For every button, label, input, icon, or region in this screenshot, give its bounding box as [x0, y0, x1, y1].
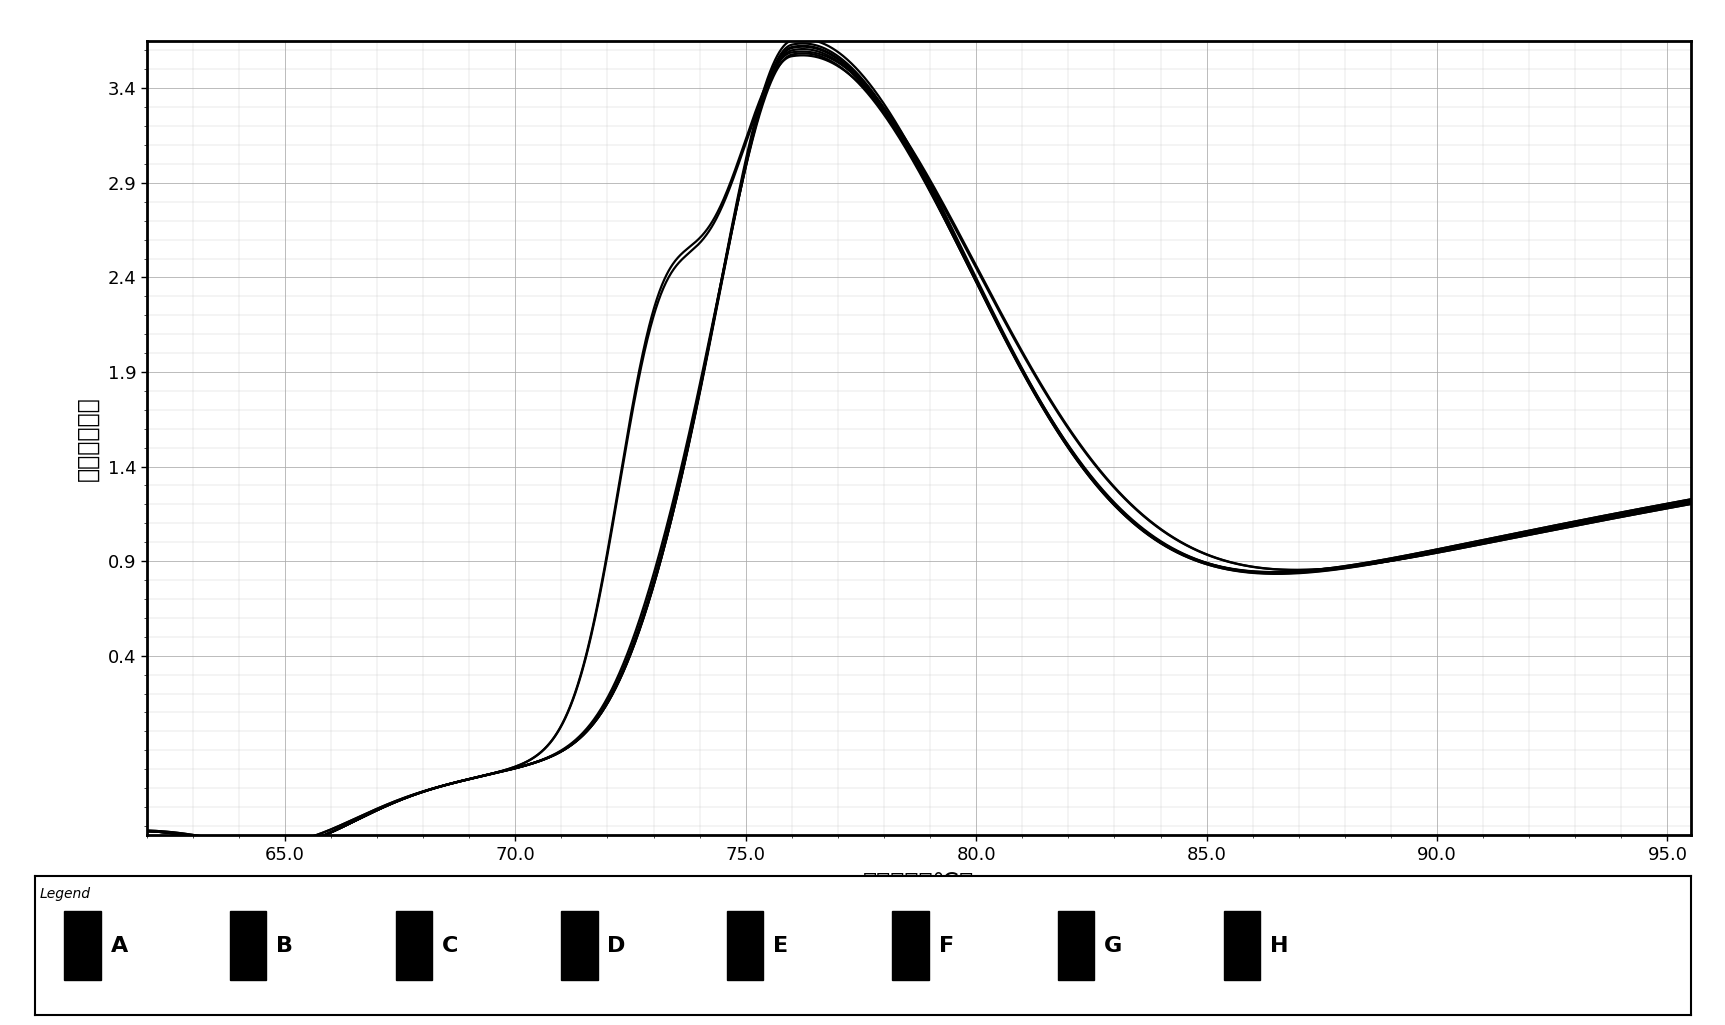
- Bar: [726, 911, 762, 980]
- Text: C: C: [442, 936, 459, 955]
- Bar: [64, 911, 100, 980]
- Text: A: A: [110, 936, 128, 955]
- Text: D: D: [607, 936, 626, 955]
- Text: G: G: [1104, 936, 1123, 955]
- X-axis label: 解锁温度（℃）: 解锁温度（℃）: [862, 872, 975, 896]
- Y-axis label: 相对荧光强度: 相对荧光强度: [76, 396, 98, 481]
- Text: H: H: [1270, 936, 1289, 955]
- Text: B: B: [276, 936, 293, 955]
- Text: Legend: Legend: [40, 888, 90, 901]
- Bar: [229, 911, 266, 980]
- Bar: [892, 911, 928, 980]
- Bar: [395, 911, 431, 980]
- Bar: [561, 911, 597, 980]
- Text: E: E: [773, 936, 788, 955]
- Bar: [1223, 911, 1259, 980]
- Text: F: F: [938, 936, 954, 955]
- Bar: [1057, 911, 1094, 980]
